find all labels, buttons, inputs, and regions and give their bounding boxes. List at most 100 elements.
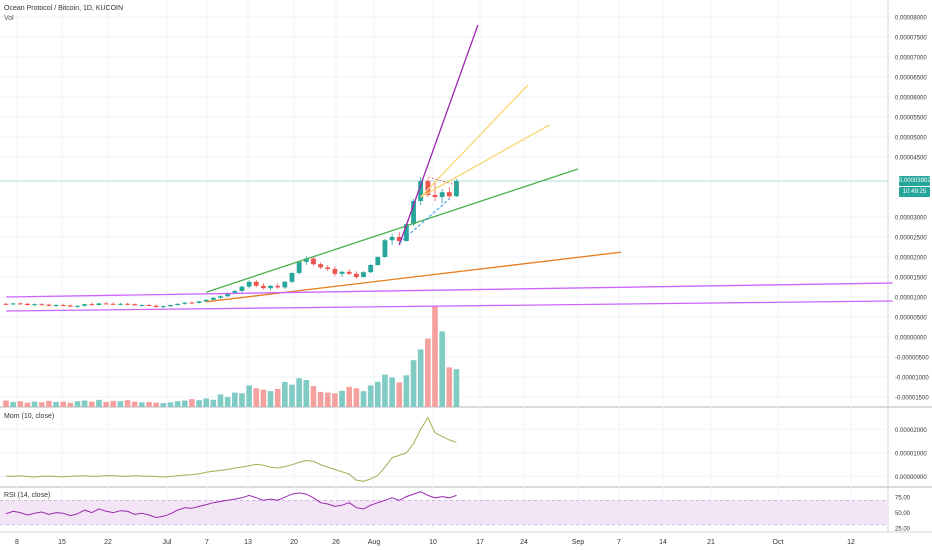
y-tick-label: 0.00007500 <box>895 36 927 42</box>
y-tick-label: 0.00001000 <box>895 296 927 302</box>
y-tick-label: 0.00006500 <box>895 76 927 82</box>
chart-header: Ocean Protocol / Bitcoin, 1D, KUCOIN Vol <box>4 4 123 24</box>
candle-body <box>311 258 316 265</box>
rsi-y-tick-label: 50.00 <box>895 511 911 517</box>
rsi-line <box>5 491 457 519</box>
candle-body <box>332 269 338 274</box>
trend-line <box>5 282 893 298</box>
trend-line <box>206 251 621 303</box>
trend-lines[interactable] <box>5 24 893 312</box>
trend-line <box>398 24 479 246</box>
candle-body <box>96 303 102 305</box>
candle-body <box>446 192 452 197</box>
candle-body <box>153 305 159 307</box>
candle-body <box>361 272 366 277</box>
volume-bar <box>232 392 238 407</box>
volume-bar <box>324 392 331 407</box>
candle-body <box>210 297 216 300</box>
x-tick-label: 7 <box>205 539 209 546</box>
mom-y-tick-label: 0.00001000 <box>895 451 927 457</box>
volume-bar <box>246 385 252 407</box>
candle-body <box>60 305 66 306</box>
dashed-projection <box>398 198 450 244</box>
volume-bar <box>396 382 403 407</box>
volume-bar <box>60 401 66 407</box>
candle-body <box>10 303 16 305</box>
volume-bar <box>439 331 445 407</box>
volume-bar <box>160 403 167 407</box>
candle-body <box>82 304 88 306</box>
volume-pane <box>3 306 460 407</box>
candle-body <box>203 299 209 302</box>
candle-body <box>282 281 288 288</box>
candle-body <box>432 195 438 197</box>
candle-body <box>418 181 424 201</box>
candle-body <box>318 264 323 268</box>
volume-bar <box>31 401 38 407</box>
volume-bar <box>274 389 281 407</box>
volume-bar <box>303 380 310 407</box>
x-tick-label: 12 <box>847 539 855 546</box>
candle-body <box>261 285 266 289</box>
candle-body <box>325 267 331 269</box>
volume-bar <box>317 391 324 407</box>
momentum-line <box>5 416 457 482</box>
candle-body <box>411 201 416 225</box>
candle-body <box>53 305 59 306</box>
x-tick-label: 14 <box>659 539 667 546</box>
candle-body <box>275 285 281 288</box>
volume-bar <box>117 401 124 407</box>
y-tick-label: 0.00006000 <box>895 96 927 102</box>
rsi-y-tick-label: 25.00 <box>895 526 911 532</box>
candle-body <box>404 224 409 241</box>
candle-body <box>353 273 359 277</box>
rsi-label: RSI (14, close) <box>4 492 51 499</box>
volume-bar <box>181 400 188 407</box>
trend-line <box>420 124 550 198</box>
candle-body <box>139 305 145 306</box>
candle-body <box>17 303 23 305</box>
rsi-pane[interactable] <box>0 491 888 526</box>
volume-bar <box>410 360 417 407</box>
y-tick-label: 0.00000000 <box>895 336 927 342</box>
momentum-pane[interactable] <box>5 416 457 482</box>
volume-bar <box>282 381 288 407</box>
volume-bar <box>417 349 424 407</box>
volume-bar <box>453 369 460 407</box>
price-pane[interactable] <box>3 177 459 309</box>
candle-body <box>439 192 445 197</box>
volume-bar <box>153 402 159 407</box>
x-tick-label: 8 <box>15 539 19 546</box>
x-tick-label: Aug <box>368 539 381 546</box>
candle-body <box>396 237 402 241</box>
volume-bar <box>24 402 31 407</box>
trend-line <box>420 84 529 198</box>
candle-body <box>132 304 138 306</box>
candle-body <box>389 237 395 241</box>
volume-bar <box>353 388 360 407</box>
x-tick-label: 22 <box>104 539 112 546</box>
candle-body <box>218 296 223 298</box>
y-tick-label: 0.00008000 <box>895 16 927 22</box>
candle-body <box>125 303 130 305</box>
candle-body <box>182 302 188 304</box>
candle-body <box>253 281 259 286</box>
candle-body <box>160 306 166 308</box>
candle-body <box>232 291 238 293</box>
volume-bar <box>74 401 81 407</box>
candle-body <box>196 301 202 303</box>
candle-body <box>110 303 116 305</box>
candle-body <box>46 304 52 306</box>
volume-bar <box>217 394 224 407</box>
y-tick-label: -0.00001500 <box>895 396 929 402</box>
volume-bar <box>239 393 245 407</box>
x-tick-label: 17 <box>476 539 484 546</box>
volume-bar <box>267 391 274 407</box>
volume-bar <box>346 386 352 407</box>
candle-body <box>339 271 345 274</box>
volume-bar <box>89 401 95 407</box>
volume-bar <box>53 401 59 407</box>
volume-bar <box>289 384 295 407</box>
grid-layer <box>0 0 932 533</box>
